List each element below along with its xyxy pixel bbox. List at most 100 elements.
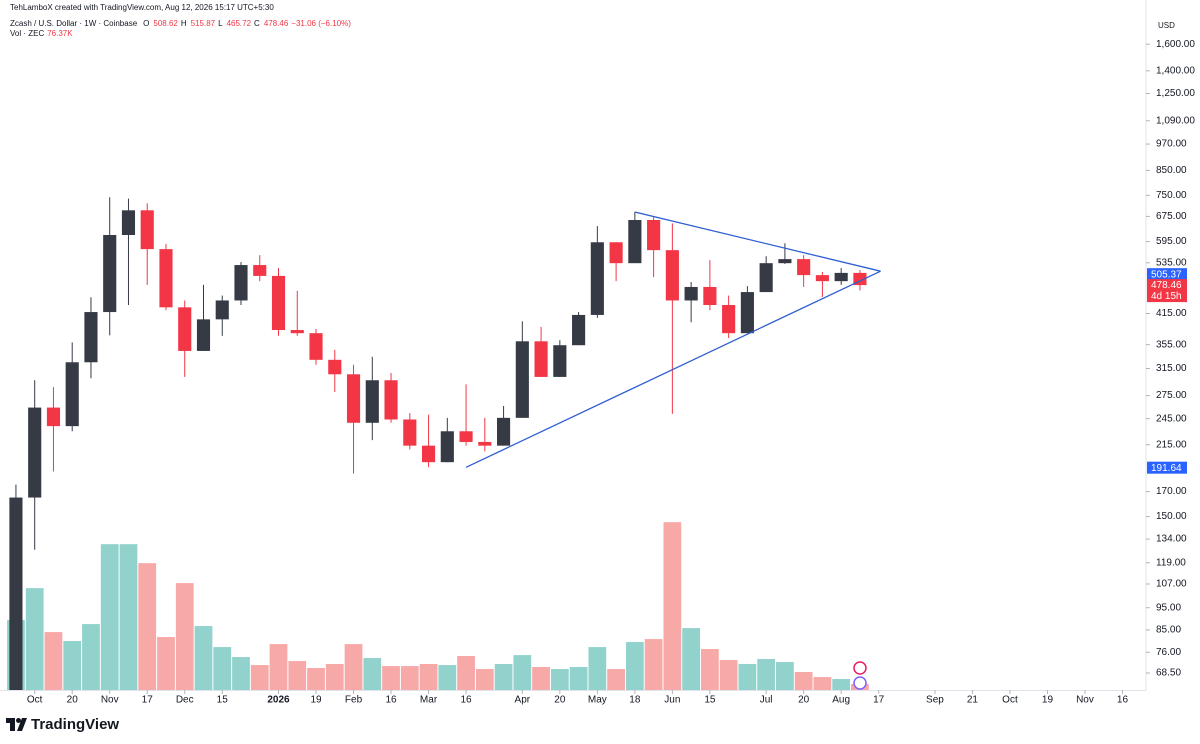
candle-body xyxy=(684,286,698,301)
y-tick-label: 535.00 xyxy=(1156,257,1187,268)
x-tick-label: 16 xyxy=(461,695,473,706)
candle-body xyxy=(309,333,323,360)
volume-bar xyxy=(550,669,569,690)
y-tick-label: 355.00 xyxy=(1156,339,1187,350)
volume-bar xyxy=(269,644,288,690)
volume-bar xyxy=(513,655,532,690)
symbol: Zcash / U.S. Dollar · 1W · Coinbase xyxy=(10,19,138,28)
candle-body xyxy=(572,314,586,346)
x-tick-label: Apr xyxy=(515,695,531,706)
candle-body xyxy=(628,219,642,264)
brand: TradingView xyxy=(31,716,119,733)
candle-body xyxy=(46,407,61,427)
volume-bar xyxy=(325,664,344,690)
volume-bar xyxy=(832,679,851,690)
candle-body xyxy=(553,345,567,377)
x-tick-label: 20 xyxy=(798,695,810,706)
volume-bar xyxy=(494,664,513,690)
ohlc-letter: C xyxy=(254,19,260,28)
y-tick-label: 95.00 xyxy=(1156,602,1181,613)
candle-body xyxy=(665,250,679,301)
candle-body xyxy=(84,312,98,363)
y-tick-label: 1,090.00 xyxy=(1156,115,1195,126)
candle-body xyxy=(159,249,173,308)
candle-body xyxy=(515,341,529,418)
x-tick-label: Sep xyxy=(926,695,944,706)
y-tick-label: 1,400.00 xyxy=(1156,65,1195,76)
candle-body xyxy=(421,445,436,463)
last-price-label-box xyxy=(1147,279,1187,292)
y-tick-label: 68.50 xyxy=(1156,668,1181,679)
x-tick-label: Oct xyxy=(1002,695,1018,706)
candle-body xyxy=(253,265,267,276)
y-tick-label: 150.00 xyxy=(1156,511,1187,522)
volume-label: Vol · ZEC xyxy=(10,29,44,38)
volume-bar xyxy=(344,644,363,690)
candle-body xyxy=(121,210,136,235)
x-tick-label: 15 xyxy=(704,695,716,706)
y-tick-label: 595.00 xyxy=(1156,236,1187,247)
volume-bar xyxy=(607,669,625,690)
volume-bar xyxy=(813,677,832,690)
volume-bar xyxy=(569,667,588,690)
volume-bar xyxy=(701,649,719,690)
candle-body xyxy=(28,407,42,498)
candle-body xyxy=(778,259,792,264)
y-tick-label: 675.00 xyxy=(1156,211,1187,222)
volume-bar xyxy=(250,665,269,690)
candle-body xyxy=(178,307,192,351)
volume-bar xyxy=(682,628,701,690)
x-tick-label: 15 xyxy=(217,695,229,706)
x-tick-label: 18 xyxy=(629,695,641,706)
brand-logo xyxy=(6,718,27,731)
y-tick-label: 850.00 xyxy=(1156,165,1187,176)
plot-area xyxy=(7,197,881,690)
ohlc-value: 478.46 xyxy=(264,19,289,28)
y-tick-label: 119.00 xyxy=(1156,557,1186,568)
y-tick-label: 215.00 xyxy=(1156,439,1187,450)
trendline xyxy=(634,211,881,272)
x-tick-label: 20 xyxy=(554,695,566,706)
candle-body xyxy=(440,431,454,463)
volume-bar xyxy=(363,658,382,690)
candle-body xyxy=(328,359,342,375)
candle-body xyxy=(609,242,623,264)
y-tick-label: 134.00 xyxy=(1156,534,1187,545)
candle-body xyxy=(834,272,848,282)
volume-bar xyxy=(382,666,400,690)
y-tick-label: 245.00 xyxy=(1156,413,1187,424)
y-tick-label: 170.00 xyxy=(1156,486,1187,497)
y-tick-label: 107.00 xyxy=(1156,579,1187,590)
ohlc-letter: H xyxy=(181,19,187,28)
volume-bar xyxy=(138,563,157,690)
volume-bar xyxy=(82,624,100,690)
x-tick-label: Mar xyxy=(420,695,438,706)
candle-body xyxy=(271,275,286,331)
candle-body xyxy=(365,380,379,423)
x-tick-label: May xyxy=(588,695,607,706)
x-tick-label: Nov xyxy=(101,695,119,706)
volume-bar xyxy=(194,626,213,690)
volume-bar xyxy=(663,522,682,690)
volume-bar xyxy=(644,639,663,690)
event-icons xyxy=(853,661,867,690)
volume-bar xyxy=(475,669,494,690)
countdown: 4d 15h xyxy=(1151,291,1182,302)
x-tick-label: 2026 xyxy=(267,695,290,706)
volume-bar xyxy=(457,656,475,690)
x-tick-label: 19 xyxy=(1042,695,1054,706)
x-tick-label: 16 xyxy=(385,695,397,706)
y-tick-label: 76.00 xyxy=(1156,647,1181,658)
x-tick-label: Dec xyxy=(176,695,194,706)
price-label-box xyxy=(1147,461,1187,474)
volume-bar xyxy=(719,660,738,690)
candle-body xyxy=(459,431,473,442)
volume-bar xyxy=(157,637,175,690)
y-tick-label: 415.00 xyxy=(1156,308,1187,319)
candle-body xyxy=(590,242,604,315)
ohlc-value: 515.87 xyxy=(191,19,216,28)
candle-body xyxy=(403,419,417,446)
candle-body xyxy=(290,330,304,334)
candle-body xyxy=(759,263,773,293)
